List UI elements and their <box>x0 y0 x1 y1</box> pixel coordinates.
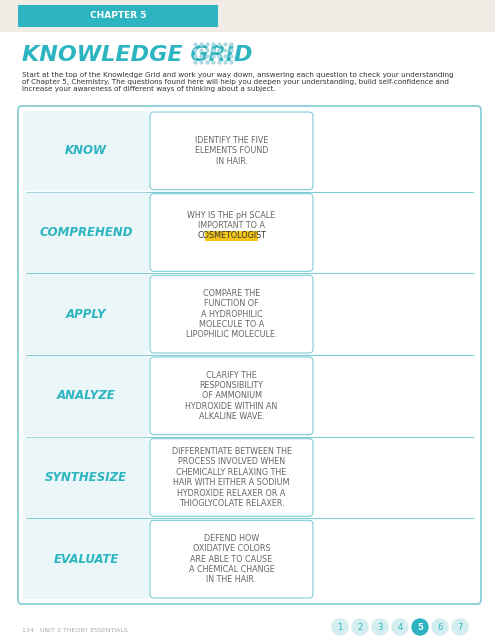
FancyBboxPatch shape <box>205 230 258 241</box>
FancyBboxPatch shape <box>23 356 149 436</box>
Text: WHY IS THE pH SCALE
IMPORTANT TO A: WHY IS THE pH SCALE IMPORTANT TO A <box>188 211 276 230</box>
Text: CHAPTER 5: CHAPTER 5 <box>90 12 146 20</box>
FancyBboxPatch shape <box>150 194 313 271</box>
Text: IDENTIFY THE FIVE
ELEMENTS FOUND
IN HAIR.: IDENTIFY THE FIVE ELEMENTS FOUND IN HAIR… <box>195 136 268 166</box>
FancyBboxPatch shape <box>18 106 481 604</box>
FancyBboxPatch shape <box>0 32 495 640</box>
Circle shape <box>372 619 388 635</box>
Circle shape <box>432 619 448 635</box>
Text: COSMETOLOGIST: COSMETOLOGIST <box>197 231 266 240</box>
Circle shape <box>412 619 428 635</box>
FancyBboxPatch shape <box>150 520 313 598</box>
FancyBboxPatch shape <box>23 193 149 273</box>
Circle shape <box>452 619 468 635</box>
FancyBboxPatch shape <box>150 438 313 516</box>
FancyBboxPatch shape <box>23 275 149 354</box>
Text: CLARIFY THE
RESPONSIBILITY
OF AMMONIUM
HYDROXIDE WITHIN AN
ALKALINE WAVE.: CLARIFY THE RESPONSIBILITY OF AMMONIUM H… <box>185 371 278 421</box>
Text: 1: 1 <box>338 623 343 632</box>
Text: COMPARE THE
FUNCTION OF
A HYDROPHILIC
MOLECULE TO A
LIPOPHILIC MOLECULE.: COMPARE THE FUNCTION OF A HYDROPHILIC MO… <box>186 289 277 339</box>
Text: DEFEND HOW
OXIDATIVE COLORS
ARE ABLE TO CAUSE
A CHEMICAL CHANGE
IN THE HAIR.: DEFEND HOW OXIDATIVE COLORS ARE ABLE TO … <box>189 534 274 584</box>
Text: KNOWLEDGE GRID: KNOWLEDGE GRID <box>22 45 252 65</box>
Text: Start at the top of the Knowledge Grid and work your way down, answering each qu: Start at the top of the Knowledge Grid a… <box>22 72 453 92</box>
Text: APPLY: APPLY <box>66 308 106 321</box>
Text: 5: 5 <box>417 623 423 632</box>
FancyBboxPatch shape <box>0 0 495 32</box>
Text: 3: 3 <box>377 623 383 632</box>
Text: EVALUATE: EVALUATE <box>53 553 119 566</box>
FancyBboxPatch shape <box>23 519 149 599</box>
FancyBboxPatch shape <box>23 111 149 191</box>
Text: 7: 7 <box>457 623 463 632</box>
Text: 134   UNIT 3 THEORY ESSENTIALS: 134 UNIT 3 THEORY ESSENTIALS <box>22 627 128 632</box>
Text: 2: 2 <box>357 623 363 632</box>
Text: 6: 6 <box>437 623 443 632</box>
Text: ANALYZE: ANALYZE <box>56 389 115 403</box>
Text: 4: 4 <box>397 623 402 632</box>
Circle shape <box>332 619 348 635</box>
Circle shape <box>392 619 408 635</box>
FancyBboxPatch shape <box>150 275 313 353</box>
Text: SYNTHESIZE: SYNTHESIZE <box>45 471 127 484</box>
Text: KNOW: KNOW <box>65 145 107 157</box>
FancyBboxPatch shape <box>150 112 313 189</box>
FancyBboxPatch shape <box>18 5 218 27</box>
FancyBboxPatch shape <box>23 438 149 517</box>
Text: COMPREHEND: COMPREHEND <box>39 226 133 239</box>
Circle shape <box>352 619 368 635</box>
FancyBboxPatch shape <box>150 357 313 435</box>
Text: DIFFERENTIATE BETWEEN THE
PROCESS INVOLVED WHEN
CHEMICALLY RELAXING THE
HAIR WIT: DIFFERENTIATE BETWEEN THE PROCESS INVOLV… <box>171 447 292 508</box>
